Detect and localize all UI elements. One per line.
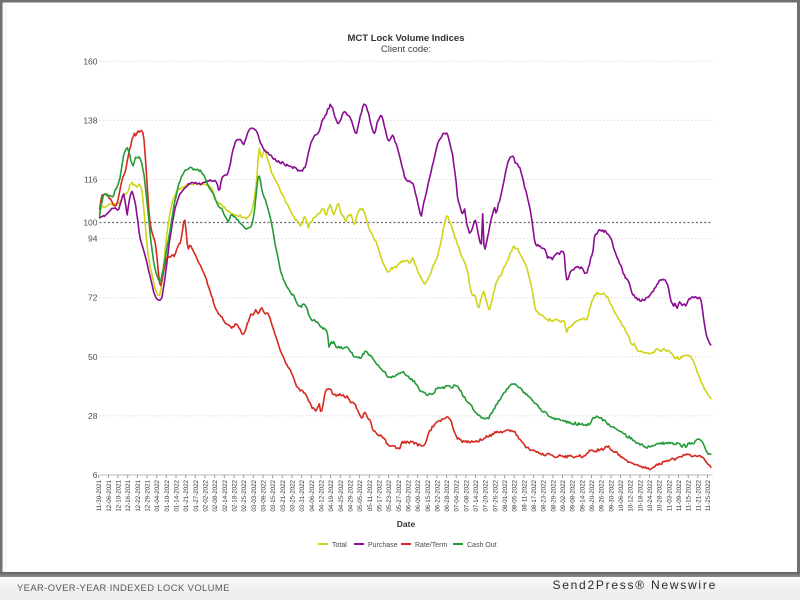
svg-text:03-09-2022: 03-09-2022 — [261, 479, 268, 511]
svg-text:08-01-2022: 08-01-2022 — [502, 479, 509, 511]
svg-text:01-04-2022: 01-04-2022 — [154, 479, 161, 511]
svg-text:11-03-2022: 11-03-2022 — [666, 479, 673, 511]
svg-text:09-02-2022: 09-02-2022 — [560, 479, 567, 511]
svg-text:09-20-2022: 09-20-2022 — [589, 479, 596, 511]
svg-text:04-19-2022: 04-19-2022 — [328, 479, 335, 511]
svg-text:94: 94 — [88, 234, 98, 244]
svg-text:09-26-2022: 09-26-2022 — [599, 479, 606, 511]
svg-text:11-30-2021: 11-30-2021 — [96, 479, 103, 511]
svg-text:50: 50 — [88, 352, 98, 362]
svg-text:05-27-2022: 05-27-2022 — [396, 479, 403, 511]
svg-text:6: 6 — [93, 470, 98, 480]
svg-text:28: 28 — [88, 411, 98, 421]
svg-text:07-20-2022: 07-20-2022 — [483, 479, 490, 511]
svg-text:01-14-2022: 01-14-2022 — [174, 479, 181, 511]
svg-text:08-05-2022: 08-05-2022 — [512, 479, 519, 511]
svg-text:Cash Out: Cash Out — [467, 542, 497, 549]
svg-text:04-25-2022: 04-25-2022 — [338, 479, 345, 511]
svg-text:05-05-2022: 05-05-2022 — [357, 479, 364, 511]
svg-text:03-03-2022: 03-03-2022 — [251, 479, 258, 511]
svg-text:07-26-2022: 07-26-2022 — [492, 479, 499, 511]
svg-text:01-10-2022: 01-10-2022 — [164, 479, 171, 511]
svg-text:07-04-2022: 07-04-2022 — [454, 479, 461, 511]
svg-text:11-15-2022: 11-15-2022 — [686, 479, 693, 511]
svg-text:03-21-2022: 03-21-2022 — [280, 479, 287, 511]
svg-text:07-08-2022: 07-08-2022 — [463, 479, 470, 511]
svg-text:03-25-2022: 03-25-2022 — [290, 479, 297, 511]
svg-text:06-22-2022: 06-22-2022 — [434, 479, 441, 511]
svg-text:12-16-2021: 12-16-2021 — [125, 479, 132, 511]
svg-text:11-25-2022: 11-25-2022 — [705, 479, 712, 511]
svg-text:02-14-2022: 02-14-2022 — [222, 479, 229, 511]
svg-text:09-30-2022: 09-30-2022 — [608, 479, 615, 511]
svg-text:05-23-2022: 05-23-2022 — [386, 479, 393, 511]
svg-text:12-29-2021: 12-29-2021 — [145, 479, 152, 511]
svg-text:Date: Date — [397, 519, 416, 529]
svg-text:03-31-2022: 03-31-2022 — [299, 479, 306, 511]
svg-text:Total: Total — [332, 542, 347, 549]
svg-text:02-18-2022: 02-18-2022 — [232, 479, 239, 511]
svg-text:72: 72 — [88, 293, 98, 303]
svg-text:12-22-2021: 12-22-2021 — [135, 479, 142, 511]
svg-text:09-08-2022: 09-08-2022 — [570, 479, 577, 511]
svg-text:06-09-2022: 06-09-2022 — [415, 479, 422, 511]
svg-text:06-28-2022: 06-28-2022 — [444, 479, 451, 511]
svg-text:06-15-2022: 06-15-2022 — [425, 479, 432, 511]
svg-text:10-12-2022: 10-12-2022 — [628, 479, 635, 511]
svg-text:10-28-2022: 10-28-2022 — [657, 479, 664, 511]
svg-text:12-06-2021: 12-06-2021 — [106, 479, 113, 511]
svg-text:03-15-2022: 03-15-2022 — [270, 479, 277, 511]
svg-text:11-21-2022: 11-21-2022 — [695, 479, 702, 511]
svg-text:Purchase: Purchase — [368, 542, 398, 549]
svg-text:08-17-2022: 08-17-2022 — [531, 479, 538, 511]
svg-text:06-03-2022: 06-03-2022 — [405, 479, 412, 511]
svg-text:08-29-2022: 08-29-2022 — [550, 479, 557, 511]
svg-text:09-14-2022: 09-14-2022 — [579, 479, 586, 511]
svg-text:Client code:: Client code: — [381, 44, 431, 55]
svg-text:05-17-2022: 05-17-2022 — [376, 479, 383, 511]
svg-text:02-08-2022: 02-08-2022 — [212, 479, 219, 511]
svg-text:100: 100 — [83, 218, 97, 228]
svg-text:02-02-2022: 02-02-2022 — [203, 479, 210, 511]
svg-text:10-06-2022: 10-06-2022 — [618, 479, 625, 511]
svg-text:116: 116 — [84, 175, 98, 185]
svg-text:138: 138 — [83, 115, 97, 125]
svg-text:Rate/Term: Rate/Term — [415, 542, 447, 549]
svg-text:01-21-2022: 01-21-2022 — [183, 479, 190, 511]
svg-text:11-09-2022: 11-09-2022 — [676, 479, 683, 511]
svg-text:08-11-2022: 08-11-2022 — [521, 479, 528, 511]
svg-text:05-11-2022: 05-11-2022 — [367, 479, 374, 511]
svg-text:02-25-2022: 02-25-2022 — [241, 479, 248, 511]
svg-text:04-29-2022: 04-29-2022 — [348, 479, 355, 511]
svg-text:160: 160 — [83, 56, 97, 66]
svg-text:10-24-2022: 10-24-2022 — [647, 479, 654, 511]
svg-text:04-06-2022: 04-06-2022 — [309, 479, 316, 511]
svg-text:10-18-2022: 10-18-2022 — [637, 479, 644, 511]
svg-text:04-12-2022: 04-12-2022 — [319, 479, 326, 511]
svg-text:MCT Lock Volume Indices: MCT Lock Volume Indices — [347, 33, 464, 44]
svg-text:07-14-2022: 07-14-2022 — [473, 479, 480, 511]
svg-text:12-10-2021: 12-10-2021 — [116, 479, 123, 511]
svg-text:01-27-2022: 01-27-2022 — [193, 479, 200, 511]
svg-text:08-23-2022: 08-23-2022 — [541, 479, 548, 511]
